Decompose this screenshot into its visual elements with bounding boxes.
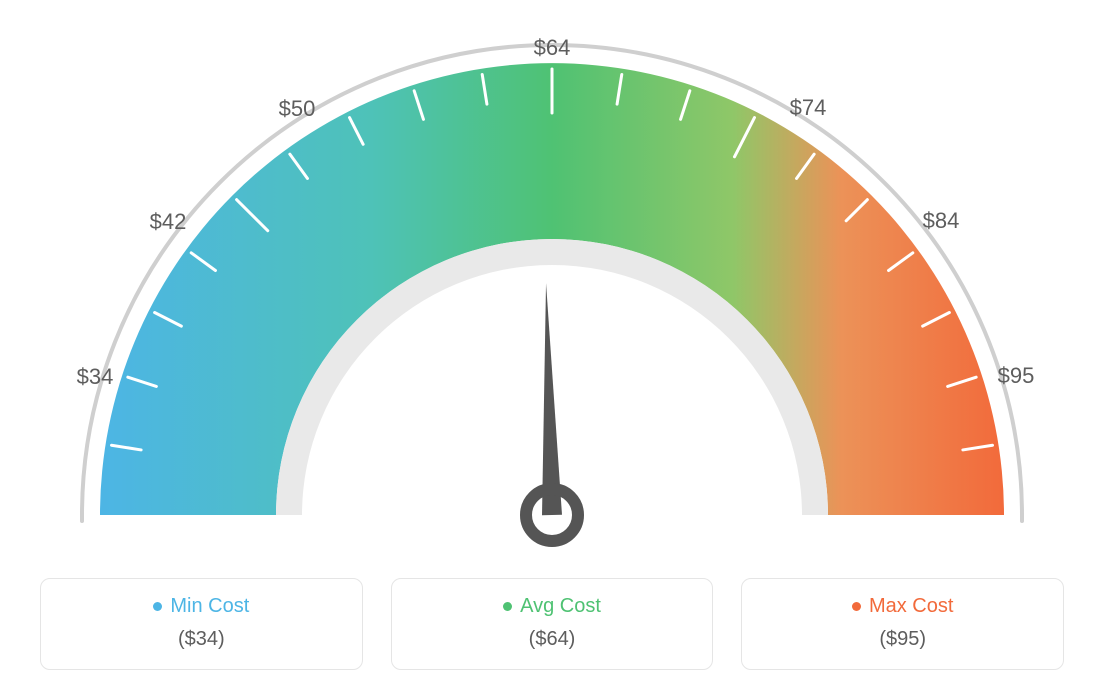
dot-icon bbox=[852, 602, 861, 611]
legend-value-min: ($34) bbox=[61, 628, 342, 651]
legend-label-min: Min Cost bbox=[153, 595, 249, 618]
gauge-tick-label: $95 bbox=[998, 363, 1035, 389]
legend-card-min: Min Cost ($34) bbox=[40, 578, 363, 670]
gauge-tick-label: $50 bbox=[279, 96, 316, 122]
dot-icon bbox=[153, 602, 162, 611]
dot-icon bbox=[503, 602, 512, 611]
legend-card-max: Max Cost ($95) bbox=[741, 578, 1064, 670]
gauge-svg bbox=[62, 30, 1042, 570]
gauge-tick-label: $34 bbox=[77, 364, 114, 390]
legend-label-avg: Avg Cost bbox=[503, 595, 601, 618]
gauge-tick-label: $42 bbox=[150, 209, 187, 235]
legend-card-avg: Avg Cost ($64) bbox=[391, 578, 714, 670]
legend-label-text: Avg Cost bbox=[520, 595, 601, 618]
gauge-tick-label: $84 bbox=[923, 208, 960, 234]
legend-label-max: Max Cost bbox=[852, 595, 953, 618]
legend-label-text: Min Cost bbox=[170, 595, 249, 618]
gauge-chart: $34 $42 $50 $64 $74 $84 $95 bbox=[0, 0, 1104, 560]
gauge-tick-label: $64 bbox=[534, 35, 571, 61]
legend-row: Min Cost ($34) Avg Cost ($64) Max Cost (… bbox=[40, 578, 1064, 670]
gauge-tick-label: $74 bbox=[790, 95, 827, 121]
legend-label-text: Max Cost bbox=[869, 595, 953, 618]
legend-value-avg: ($64) bbox=[412, 628, 693, 651]
legend-value-max: ($95) bbox=[762, 628, 1043, 651]
